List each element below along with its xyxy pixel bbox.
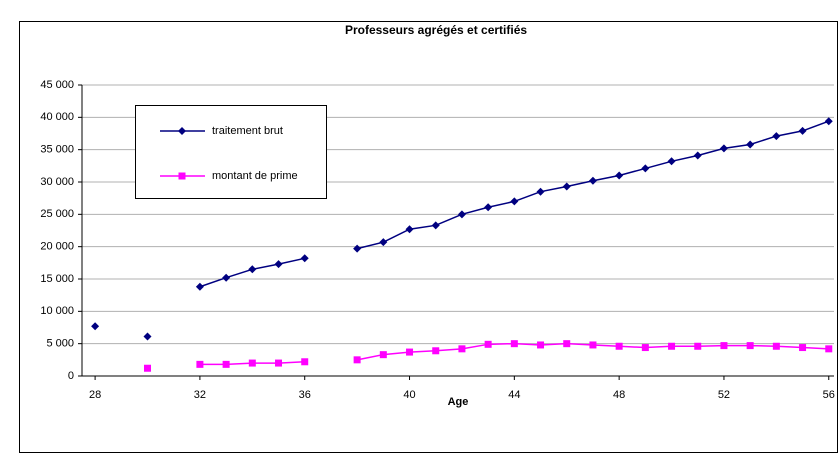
- y-tick-label: 10 000: [40, 305, 74, 317]
- point: [746, 342, 754, 350]
- point: [144, 364, 152, 372]
- y-tick-label: 25 000: [40, 208, 74, 220]
- point: [772, 132, 781, 141]
- point: [300, 254, 309, 263]
- legend-box: [135, 105, 327, 199]
- point: [353, 356, 361, 364]
- y-tick-label: 15 000: [40, 273, 74, 285]
- point: [641, 344, 649, 352]
- y-tick-label: 40 000: [40, 111, 74, 123]
- point: [406, 348, 414, 356]
- point: [510, 340, 518, 348]
- point: [641, 164, 650, 173]
- point: [589, 341, 597, 349]
- point: [379, 238, 388, 247]
- y-tick-label: 30 000: [40, 176, 74, 188]
- point: [798, 126, 807, 135]
- point: [772, 342, 780, 350]
- y-tick-label: 0: [68, 370, 74, 382]
- point: [484, 340, 492, 348]
- x-tick-label: 36: [299, 389, 311, 401]
- point: [719, 144, 728, 153]
- legend-marker: [178, 127, 186, 135]
- point: [615, 342, 623, 350]
- x-tick-label: 56: [823, 389, 835, 401]
- point: [720, 342, 728, 350]
- x-tick-label: 52: [718, 389, 730, 401]
- point: [563, 340, 571, 348]
- y-tick-label: 35 000: [40, 144, 74, 156]
- x-tick-label: 32: [194, 389, 206, 401]
- point: [91, 322, 100, 331]
- point: [510, 197, 519, 206]
- point: [248, 359, 256, 367]
- x-tick-label: 44: [508, 389, 520, 401]
- y-tick-label: 5 000: [46, 338, 74, 350]
- point: [196, 360, 204, 368]
- point: [353, 244, 362, 253]
- legend-label: montant de prime: [212, 170, 298, 182]
- point: [799, 344, 807, 352]
- point: [588, 176, 597, 185]
- chart-title: Professeurs agrégés et certifiés: [345, 23, 527, 37]
- point: [405, 225, 414, 234]
- point: [668, 342, 676, 350]
- point: [248, 265, 257, 274]
- point: [824, 117, 833, 126]
- point: [536, 187, 545, 196]
- point: [458, 345, 466, 353]
- point: [432, 347, 440, 355]
- y-tick-label: 20 000: [40, 241, 74, 253]
- point: [484, 203, 493, 212]
- x-tick-label: 40: [403, 389, 415, 401]
- point: [457, 210, 466, 219]
- point: [275, 359, 283, 367]
- chart-frame: [19, 21, 838, 453]
- point: [825, 345, 833, 353]
- point: [379, 351, 387, 359]
- point: [274, 260, 283, 269]
- point: [667, 157, 676, 166]
- point: [301, 358, 309, 366]
- point: [222, 360, 230, 368]
- legend-label: traitement brut: [212, 125, 283, 137]
- point: [746, 140, 755, 149]
- y-tick-label: 45 000: [40, 79, 74, 91]
- point: [537, 341, 545, 349]
- point: [693, 151, 702, 160]
- legend-marker: [178, 172, 186, 180]
- point: [195, 282, 204, 291]
- point: [431, 221, 440, 230]
- point: [694, 342, 702, 350]
- x-tick-label: 28: [89, 389, 101, 401]
- x-tick-label: 48: [613, 389, 625, 401]
- point: [143, 332, 152, 341]
- point: [222, 273, 231, 282]
- point: [615, 171, 624, 180]
- point: [562, 182, 571, 191]
- x-axis-label: Age: [448, 396, 469, 408]
